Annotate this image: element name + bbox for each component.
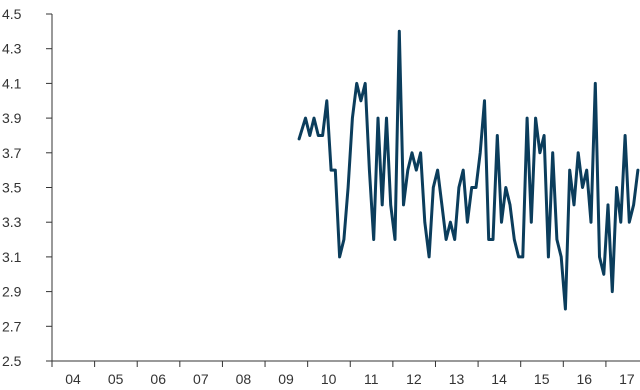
x-tick-label: 05: [108, 371, 124, 387]
x-tick-label: 11: [364, 371, 379, 387]
series-line: [297, 29, 640, 311]
y-tick-label: 2.5: [2, 353, 22, 369]
series-group: [297, 29, 640, 311]
y-tick-label: 3.5: [2, 180, 22, 196]
y-tick-label: 4.3: [2, 41, 22, 57]
x-axis-ticks: 04 05 06 07 08 09 10 11 12 13 14 15 16 17: [51, 361, 635, 387]
y-tick-label: 4.1: [2, 75, 22, 91]
x-tick-label: 04: [65, 371, 81, 387]
x-tick-label: 10: [321, 371, 337, 387]
y-tick-label: 3.7: [2, 145, 22, 161]
x-tick-label: 07: [193, 371, 209, 387]
x-tick-label: 08: [236, 371, 252, 387]
x-tick-label: 13: [449, 371, 465, 387]
x-tick-label: 06: [150, 371, 166, 387]
y-tick-label: 3.1: [2, 249, 22, 265]
x-tick-label: 17: [619, 371, 635, 387]
y-tick-label: 3.9: [2, 110, 22, 126]
y-tick-label: 2.7: [2, 318, 22, 334]
x-tick-label: 15: [534, 371, 550, 387]
y-tick-label: 4.5: [2, 6, 22, 22]
x-tick-label: 14: [491, 371, 507, 387]
y-tick-label: 2.9: [2, 284, 22, 300]
y-axis-ticks: 2.5 2.7 2.9 3.1 3.3 3.5 3.7 3.9 4.1 4.3 4.5: [2, 6, 52, 369]
y-tick-label: 3.3: [2, 214, 22, 230]
x-tick-label: 16: [577, 371, 593, 387]
x-tick-label: 12: [406, 371, 422, 387]
x-tick-label: 09: [278, 371, 294, 387]
